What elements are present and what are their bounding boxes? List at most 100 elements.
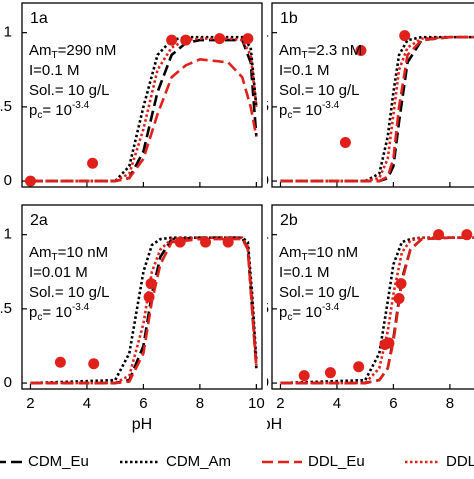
- annotation-part: T: [52, 252, 58, 263]
- annotation-part: I=0.01 M: [29, 264, 88, 281]
- panel-label: 1a: [30, 10, 48, 27]
- data-point: [87, 157, 99, 169]
- annotation: I=0.1 M: [279, 62, 329, 79]
- plot-area: [280, 35, 474, 183]
- model-line: [30, 35, 258, 183]
- data-point: [298, 370, 310, 382]
- data-point: [88, 358, 100, 370]
- annotation-part: -3.4: [72, 302, 90, 313]
- annotation-part: p: [279, 304, 287, 321]
- data-point: [24, 175, 36, 187]
- model-line: [280, 35, 474, 183]
- x-tick-label: 10: [248, 395, 265, 412]
- annotation-part: I=0.1 M: [279, 264, 329, 281]
- x-tick-label: 2: [276, 395, 284, 412]
- y-tick-label: 0.5: [0, 98, 12, 115]
- annotation: pc= 10-3.4: [29, 100, 90, 121]
- plot-area: [30, 35, 258, 183]
- model-line: [30, 58, 258, 183]
- model-line: [280, 236, 474, 385]
- data-point: [174, 236, 186, 248]
- data-point: [242, 33, 254, 45]
- data-point: [214, 33, 226, 45]
- panel-label: 2a: [30, 212, 48, 229]
- annotation-part: p: [279, 102, 287, 119]
- annotation-part: =2.3 nM: [308, 42, 363, 59]
- annotation: AmT=10 nM: [279, 244, 358, 263]
- annotation-part: = 10: [42, 102, 72, 119]
- model-line: [280, 35, 474, 183]
- panel-frame: [21, 2, 263, 188]
- annotation-part: Am: [29, 244, 52, 261]
- annotation-part: =10 nM: [58, 244, 108, 261]
- x-tick-label: 6: [139, 395, 147, 412]
- x-tick-label: 2: [26, 395, 34, 412]
- data-point: [339, 136, 351, 148]
- y-tick-label: 1: [4, 226, 12, 243]
- annotation: Sol.= 10 g/L: [279, 82, 359, 99]
- data-point: [180, 34, 192, 46]
- model-line: [280, 35, 474, 183]
- data-point: [399, 30, 411, 42]
- annotation: I=0.1 M: [279, 264, 329, 281]
- annotation-part: Sol.= 10 g/L: [29, 82, 109, 99]
- annotation-part: Am: [29, 42, 52, 59]
- x-tick-label: 4: [333, 395, 341, 412]
- y-tick-label: 1: [4, 24, 12, 41]
- y-tick-label: 0: [261, 172, 269, 189]
- annotation-part: p: [29, 304, 37, 321]
- annotation: pc= 10-3.4: [279, 302, 340, 323]
- annotation-part: -3.4: [322, 100, 340, 111]
- legend-label: DDL_Eu: [308, 453, 365, 470]
- annotation-part: T: [302, 252, 308, 263]
- y-tick-label: 0.5: [248, 98, 269, 115]
- y-tick-label: 0: [261, 374, 269, 391]
- annotation-part: c: [37, 110, 42, 121]
- x-axis-label: pH: [132, 416, 152, 433]
- annotation: AmT=10 nM: [29, 244, 108, 263]
- panel-label: 1b: [280, 10, 298, 27]
- data-point: [433, 229, 445, 241]
- annotation-part: c: [37, 312, 42, 323]
- data-point: [461, 229, 473, 241]
- y-tick-label: 1: [261, 226, 269, 243]
- annotation-part: c: [287, 110, 292, 121]
- annotation-part: I=0.1 M: [29, 62, 79, 79]
- annotation-part: -3.4: [322, 302, 340, 313]
- data-point: [145, 278, 157, 290]
- y-tick-label: 0.5: [0, 300, 12, 317]
- model-line: [30, 236, 258, 385]
- annotation-part: Am: [279, 42, 302, 59]
- annotation-part: =10 nM: [308, 244, 358, 261]
- data-point: [54, 356, 66, 368]
- annotation: pc= 10-3.4: [279, 100, 340, 121]
- annotation-part: p: [29, 102, 37, 119]
- legend-label: DDL_Am: [446, 453, 474, 470]
- annotation: I=0.01 M: [29, 264, 88, 281]
- annotation-part: Am: [279, 244, 302, 261]
- annotation: AmT=290 nM: [29, 42, 116, 61]
- legend-label: CDM_Eu: [28, 453, 89, 470]
- annotation-part: T: [302, 50, 308, 61]
- annotation-part: = 10: [42, 304, 72, 321]
- panel-frame: [271, 2, 474, 188]
- annotation-part: Sol.= 10 g/L: [279, 82, 359, 99]
- annotation-part: T: [52, 50, 58, 61]
- annotation-part: = 10: [292, 102, 322, 119]
- annotation: pc= 10-3.4: [29, 302, 90, 323]
- x-axis-label: pH: [262, 416, 282, 433]
- annotation-part: =290 nM: [58, 42, 117, 59]
- annotation-part: = 10: [292, 304, 322, 321]
- annotation: Sol.= 10 g/L: [29, 82, 109, 99]
- x-tick-label: 6: [389, 395, 397, 412]
- data-point: [200, 236, 212, 248]
- annotation: Sol.= 10 g/L: [29, 284, 109, 301]
- annotation-part: Sol.= 10 g/L: [29, 284, 109, 301]
- annotation: Sol.= 10 g/L: [279, 284, 359, 301]
